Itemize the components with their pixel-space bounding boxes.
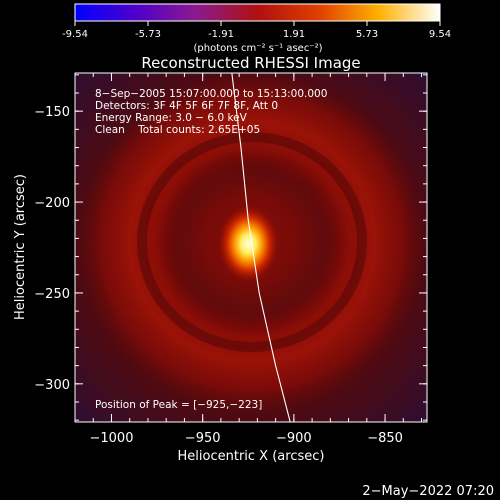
annotation-clean-counts: Clean Total counts: 2.65E+05 [95,124,260,136]
y-tick-label: −150 [34,105,70,120]
footer-date: 2−May−2022 07:20 [362,484,494,499]
colorbar-tick-label: 1.91 [283,29,305,40]
colorbar-tick-label: 9.54 [429,29,451,40]
x-tick-label: −950 [185,431,221,446]
annotation-energy-range: Energy Range: 3.0 − 6.0 keV [95,112,248,124]
colorbar-ticks: -9.54 -5.73 -1.91 1.91 5.73 9.54 [62,21,451,40]
y-axis-label: Heliocentric Y (arcsec) [13,174,28,320]
y-tick-label: −300 [34,378,70,393]
annotation-peak-position: Position of Peak = [−925,−223] [95,399,262,411]
y-tick-label: −250 [34,287,70,302]
colorbar-tick-label: -5.73 [135,29,161,40]
colorbar-unit-label: (photons cm⁻² s⁻¹ asec⁻²) [193,43,322,54]
annotation-time-range: 8−Sep−2005 15:07:00.000 to 15:13:00.000 [95,88,327,100]
x-tick-label: −850 [367,431,403,446]
y-tick-label: −200 [34,196,70,211]
heatmap-image [75,73,427,422]
plot-frame [74,72,428,423]
colorbar-tick-label: -9.54 [62,29,88,40]
colorbar-tick-label: 5.73 [356,29,378,40]
emission-peak [218,205,279,282]
x-axis-ticks: −1000 −950 −900 −850 [89,73,423,446]
solar-limb-curve [231,73,291,422]
y-axis-ticks: −150 −200 −250 −300 [34,74,427,421]
colorbar [74,3,441,22]
annotation-detectors: Detectors: 3F 4F 5F 6F 7F 8F, Att 0 [95,100,278,112]
x-tick-label: −900 [276,431,312,446]
x-axis-label: Heliocentric X (arcsec) [178,449,325,464]
chart-title: Reconstructed RHESSI Image [141,54,360,72]
colorbar-tick-label: -1.91 [208,29,234,40]
x-tick-label: −1000 [89,431,133,446]
